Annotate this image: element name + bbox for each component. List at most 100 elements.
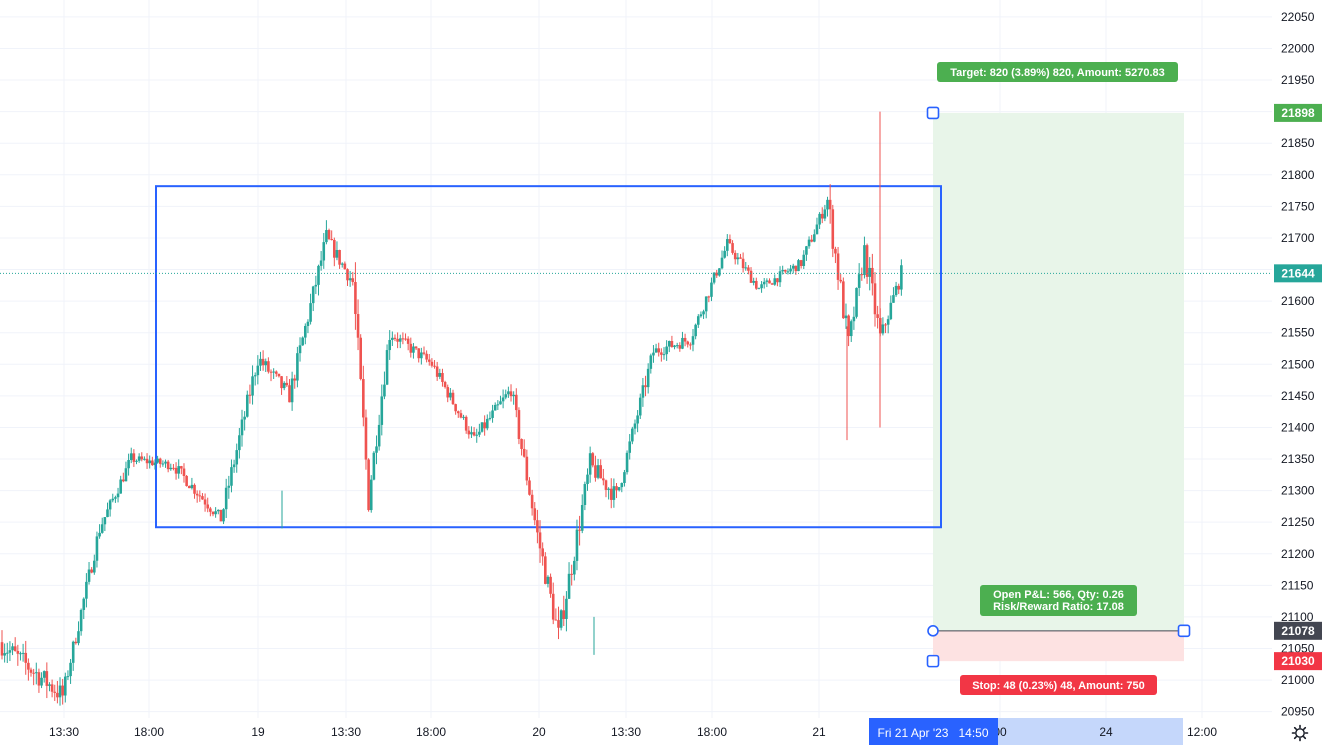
candle bbox=[82, 597, 86, 620]
candle bbox=[789, 264, 792, 275]
stop-label[interactable]: Stop: 48 (0.23%) 48, Amount: 750 bbox=[960, 675, 1157, 695]
candle bbox=[375, 435, 378, 465]
candle bbox=[129, 447, 133, 464]
price-axis[interactable]: 20950 21000 21050 21100 21150 21200 21250 21300… bbox=[1272, 0, 1322, 747]
candle bbox=[388, 330, 392, 360]
candle bbox=[214, 507, 217, 518]
candle bbox=[209, 506, 212, 517]
candle bbox=[638, 393, 642, 419]
target-label[interactable]: Target: 820 (3.89%) 820, Amount: 5270.83 bbox=[937, 62, 1178, 82]
candle bbox=[773, 274, 777, 286]
candle bbox=[871, 253, 874, 296]
candle bbox=[491, 404, 494, 423]
candle bbox=[238, 428, 241, 459]
candle bbox=[372, 451, 376, 481]
candle bbox=[863, 236, 866, 279]
candle bbox=[620, 482, 624, 493]
pnl-label[interactable]: Open P&L: 566, Qty: 0.26 Risk/Reward Rat… bbox=[980, 585, 1137, 616]
candle bbox=[103, 517, 107, 532]
candle bbox=[87, 562, 91, 585]
candle bbox=[536, 509, 539, 544]
candle bbox=[335, 241, 339, 261]
candle bbox=[137, 453, 141, 463]
candle bbox=[836, 246, 840, 290]
candle bbox=[383, 371, 386, 400]
candle bbox=[765, 278, 769, 288]
candle bbox=[77, 621, 80, 646]
candle bbox=[464, 415, 468, 434]
candle bbox=[549, 573, 552, 598]
target-label-bg bbox=[937, 62, 1178, 82]
candle bbox=[114, 495, 117, 503]
candle bbox=[116, 487, 120, 503]
time-tick-label: 21 bbox=[812, 725, 826, 739]
stop-zone[interactable] bbox=[933, 630, 1184, 662]
candle bbox=[644, 375, 647, 397]
candle bbox=[704, 296, 708, 319]
range-rectangle[interactable] bbox=[155, 185, 942, 529]
crosshair-time-text: Fri 21 Apr '23 14:50 bbox=[877, 726, 988, 740]
stop-handle[interactable] bbox=[926, 654, 940, 668]
candle bbox=[124, 461, 128, 482]
candle bbox=[235, 443, 239, 473]
target-handle[interactable] bbox=[926, 106, 940, 120]
candle bbox=[828, 184, 832, 224]
drag-handles[interactable] bbox=[926, 106, 1191, 668]
candle bbox=[646, 363, 650, 394]
candle bbox=[425, 350, 428, 363]
time-tick-label: 20 bbox=[532, 725, 546, 739]
time-tick-label: 13:30 bbox=[331, 725, 361, 739]
time-tick-label: 24 bbox=[1099, 725, 1113, 739]
candle bbox=[219, 509, 223, 522]
candle bbox=[752, 277, 755, 286]
stop-label-text: Stop: 48 (0.23%) 48, Amount: 750 bbox=[972, 680, 1145, 692]
candle bbox=[90, 567, 93, 574]
candle bbox=[251, 365, 254, 405]
candle bbox=[456, 410, 460, 418]
time-axis[interactable]: 13:30 18:00 19 13:30 18:00 20 13:30 18:00 21 00 24… bbox=[0, 718, 1322, 747]
candle bbox=[174, 462, 178, 480]
candle bbox=[143, 456, 146, 461]
candle bbox=[50, 679, 54, 698]
price-tick-label: 21450 bbox=[1281, 389, 1315, 403]
candle bbox=[551, 582, 555, 625]
candle bbox=[731, 240, 734, 255]
candle bbox=[681, 331, 684, 350]
candle bbox=[512, 391, 515, 405]
candle bbox=[119, 475, 122, 494]
candle bbox=[485, 414, 489, 431]
target-zone[interactable] bbox=[933, 112, 1184, 631]
candle bbox=[85, 573, 88, 608]
candle bbox=[718, 268, 721, 277]
candle bbox=[702, 309, 705, 319]
candle bbox=[617, 487, 621, 492]
candle bbox=[274, 370, 278, 377]
width-handle[interactable] bbox=[1177, 624, 1191, 638]
candle bbox=[309, 293, 312, 325]
candle bbox=[781, 265, 784, 275]
pnl-label-line2: Risk/Reward Ratio: 17.08 bbox=[993, 601, 1124, 613]
candle bbox=[8, 641, 12, 662]
candle bbox=[153, 459, 157, 470]
candle bbox=[696, 314, 700, 328]
candle bbox=[554, 608, 558, 621]
candle bbox=[169, 463, 173, 471]
candle bbox=[280, 375, 283, 395]
candle bbox=[319, 251, 323, 271]
settings-gear-icon[interactable] bbox=[1291, 724, 1309, 742]
candle bbox=[483, 415, 486, 436]
candle bbox=[633, 419, 637, 435]
candle bbox=[322, 233, 326, 269]
candle bbox=[24, 640, 28, 675]
candle bbox=[723, 246, 726, 259]
candle bbox=[625, 450, 629, 475]
candle bbox=[504, 389, 508, 400]
candle bbox=[267, 357, 270, 374]
candle bbox=[609, 478, 613, 509]
price-tick-label: 21100 bbox=[1281, 610, 1314, 624]
candle bbox=[45, 662, 49, 699]
candle bbox=[240, 409, 244, 447]
entry-handle[interactable] bbox=[927, 625, 939, 637]
